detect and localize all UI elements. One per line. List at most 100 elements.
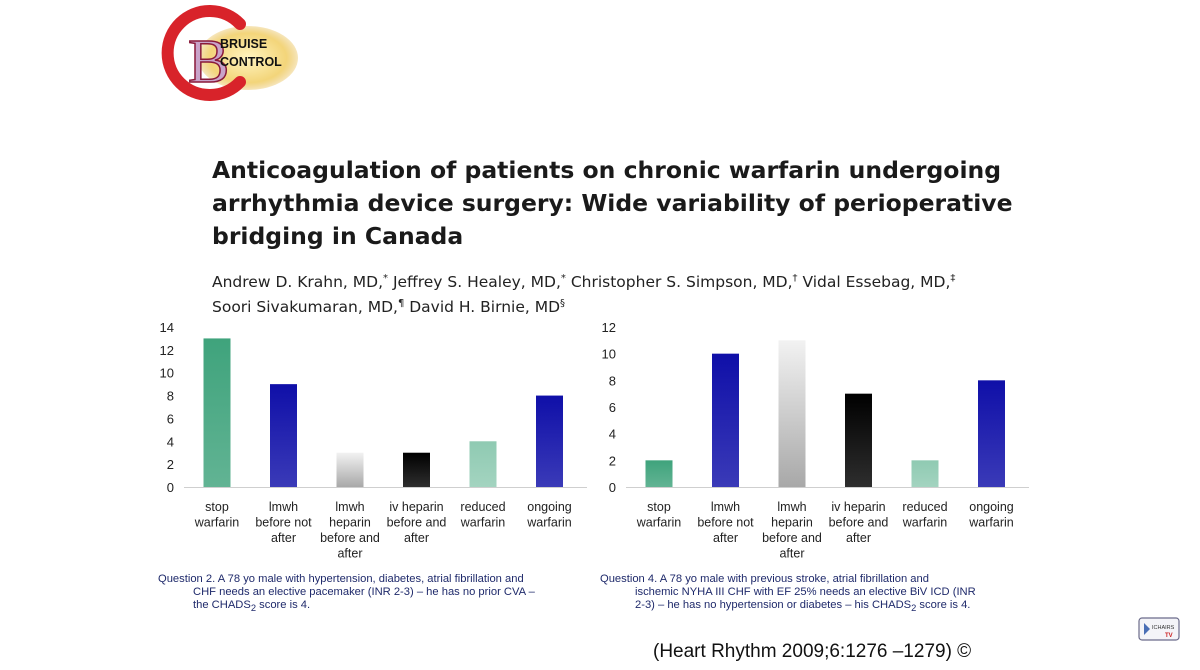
- bar: [911, 460, 939, 487]
- x-category-label: lmwh: [777, 500, 806, 514]
- author-mark: ‡: [950, 273, 956, 284]
- x-category-label: iv heparin: [389, 500, 443, 514]
- paper-authors: Andrew D. Krahn, MD,* Jeffrey S. Healey,…: [212, 268, 1032, 318]
- y-tick-label: 12: [160, 343, 174, 358]
- bar: [978, 380, 1005, 487]
- x-category-label: iv heparin: [831, 500, 885, 514]
- bar: [645, 460, 673, 487]
- y-tick-label: 4: [609, 427, 616, 442]
- x-category-label: lmwh: [711, 500, 740, 514]
- citation: (Heart Rhythm 2009;6:1276 –1279) ©: [653, 641, 972, 662]
- bar: [336, 452, 364, 487]
- badge-text-2: TV: [1165, 633, 1173, 639]
- author-name: David H. Birnie, MD: [409, 298, 561, 317]
- bruise-control-logo: B BRUISE CONTROL: [161, 5, 298, 101]
- x-category-label: before and: [829, 516, 889, 530]
- bar: [536, 395, 563, 487]
- badge-text-1: ICHAIRS: [1152, 625, 1175, 631]
- bar: [778, 340, 806, 487]
- authors-line-1: Andrew D. Krahn, MD,* Jeffrey S. Healey,…: [212, 268, 1032, 293]
- x-category-label: after: [404, 531, 429, 545]
- x-category-label: ongoing: [527, 500, 572, 514]
- author-name: Soori Sivakumaran, MD,: [212, 298, 398, 317]
- caption-line: ischemic NYHA III CHF with EF 25% needs …: [635, 586, 976, 598]
- x-category-label: before and: [387, 516, 447, 530]
- authors-line-2: Soori Sivakumaran, MD,¶ David H. Birnie,…: [212, 293, 1032, 318]
- x-category-label: warfarin: [194, 516, 240, 530]
- y-tick-label: 8: [167, 389, 174, 404]
- x-category-label: after: [337, 547, 362, 559]
- y-tick-label: 10: [602, 347, 616, 362]
- y-tick-label: 8: [609, 373, 616, 388]
- y-tick-label: 10: [160, 366, 174, 381]
- x-category-label: reduced: [460, 500, 505, 514]
- x-category-label: heparin: [771, 516, 813, 530]
- y-tick-label: 6: [609, 400, 616, 415]
- y-tick-label: 2: [167, 457, 174, 472]
- y-tick-label: 0: [609, 480, 616, 495]
- title-line: bridging in Canada: [212, 222, 464, 250]
- y-tick-label: 6: [167, 411, 174, 426]
- author-name: Vidal Essebag, MD,: [802, 273, 951, 292]
- bar: [203, 338, 231, 487]
- x-category-label: after: [713, 531, 738, 545]
- bar: [712, 353, 739, 487]
- y-tick-label: 4: [167, 434, 174, 449]
- author-name: Christopher S. Simpson, MD,: [570, 273, 793, 292]
- caption-text: the CHADS: [193, 599, 251, 611]
- x-category-label: lmwh: [335, 500, 364, 514]
- author-mark: ¶: [397, 298, 405, 310]
- tv-icon: ICHAIRS TV: [1138, 617, 1180, 641]
- svg-text:B: B: [188, 28, 229, 96]
- bar: [469, 441, 497, 487]
- x-category-label: stop: [647, 500, 671, 514]
- x-category-label: before not: [697, 516, 754, 530]
- author-name: Andrew D. Krahn, MD,: [212, 273, 383, 292]
- author-name: Jeffrey S. Healey, MD,: [392, 273, 561, 292]
- bar: [845, 393, 872, 487]
- bar: [403, 452, 430, 487]
- caption-question-4: Question 4. A 78 yo male with previous s…: [600, 573, 1040, 615]
- bar: [270, 384, 297, 487]
- paper-title: Anticoagulation of patients on chronic w…: [212, 154, 1032, 253]
- caption-line: Question 2. A 78 yo male with hypertensi…: [158, 573, 524, 585]
- caption-text: score is 4.: [916, 599, 971, 611]
- x-category-label: warfarin: [968, 516, 1014, 530]
- title-line: arrhythmia device surgery: Wide variabil…: [212, 189, 1013, 217]
- x-category-label: reduced: [902, 500, 947, 514]
- x-category-label: after: [779, 547, 804, 559]
- logo-text-line1: BRUISE: [220, 37, 267, 51]
- x-category-label: heparin: [329, 516, 371, 530]
- caption-question-2: Question 2. A 78 yo male with hypertensi…: [158, 573, 598, 615]
- author-mark: †: [792, 273, 798, 284]
- x-category-label: ongoing: [969, 500, 1014, 514]
- author-mark: §: [560, 298, 566, 310]
- x-category-label: lmwh: [269, 500, 298, 514]
- caption-subscript: 2: [250, 603, 257, 614]
- caption-line: the CHADS2 score is 4.: [158, 599, 598, 615]
- x-category-label: before not: [255, 516, 312, 530]
- x-category-label: before and: [762, 531, 822, 545]
- caption-line: 2-3) – he has no hypertension or diabete…: [600, 599, 1040, 615]
- caption-line: Question 4. A 78 yo male with previous s…: [600, 573, 929, 585]
- x-category-label: warfarin: [460, 516, 506, 530]
- caption-text: 2-3) – he has no hypertension or diabete…: [635, 599, 912, 611]
- x-category-label: after: [271, 531, 296, 545]
- x-category-label: warfarin: [526, 516, 572, 530]
- caption-line: CHF needs an elective pacemaker (INR 2-3…: [193, 586, 535, 598]
- author-mark: *: [383, 273, 388, 284]
- y-tick-label: 0: [167, 480, 174, 495]
- x-category-label: after: [846, 531, 871, 545]
- x-category-label: before and: [320, 531, 380, 545]
- caption-text: score is 4.: [256, 599, 311, 611]
- author-mark: *: [560, 273, 566, 284]
- title-line: Anticoagulation of patients on chronic w…: [212, 156, 1002, 184]
- x-category-label: warfarin: [902, 516, 948, 530]
- logo-text-line2: CONTROL: [220, 55, 282, 69]
- x-category-label: warfarin: [636, 516, 682, 530]
- y-tick-label: 2: [609, 453, 616, 468]
- x-category-label: stop: [205, 500, 229, 514]
- caption-subscript: 2: [911, 603, 917, 614]
